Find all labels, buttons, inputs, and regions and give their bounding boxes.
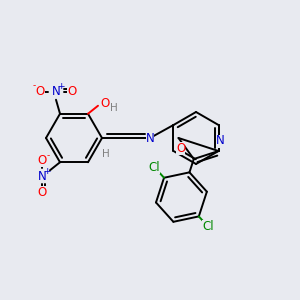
Text: N: N <box>146 131 154 145</box>
Text: O: O <box>100 97 109 110</box>
Text: O: O <box>68 85 76 98</box>
Text: Cl: Cl <box>202 220 214 233</box>
Text: -: - <box>32 81 36 90</box>
Text: O: O <box>176 142 185 154</box>
Text: H: H <box>102 149 110 159</box>
Text: O: O <box>38 186 46 199</box>
Text: O: O <box>35 85 45 98</box>
Text: O: O <box>38 154 46 167</box>
Text: N: N <box>52 85 60 98</box>
Text: H: H <box>110 103 118 113</box>
Text: +: + <box>57 82 65 91</box>
Text: Cl: Cl <box>149 161 161 174</box>
Text: N: N <box>216 134 225 148</box>
Text: N: N <box>38 170 46 183</box>
Text: -: - <box>46 151 50 160</box>
Text: +: + <box>43 167 51 176</box>
